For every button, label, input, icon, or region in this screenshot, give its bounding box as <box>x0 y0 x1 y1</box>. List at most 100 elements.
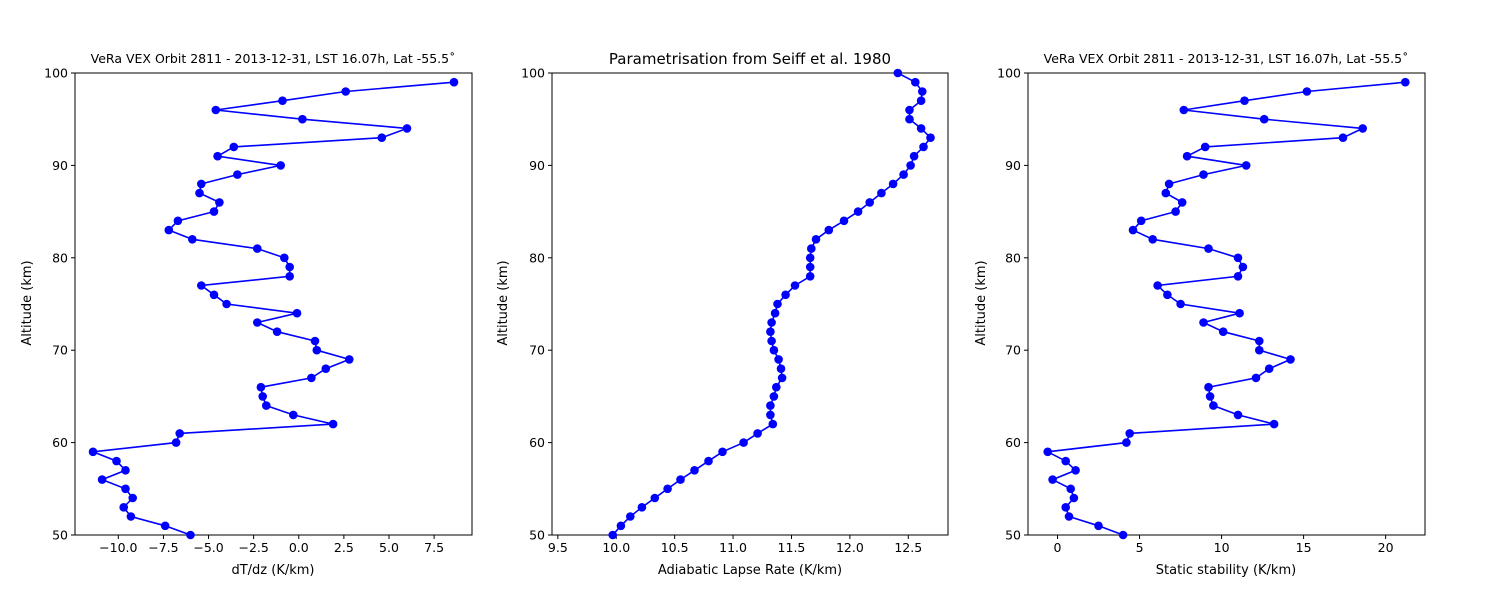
data-point <box>119 503 128 512</box>
y-tick-label: 90 <box>52 158 68 173</box>
data-point <box>767 336 776 346</box>
data-point <box>1358 124 1367 133</box>
data-point <box>1259 114 1269 124</box>
data-point <box>1235 308 1244 318</box>
data-point <box>905 105 914 115</box>
plot-frame <box>1027 72 1426 536</box>
data-point <box>307 373 316 383</box>
x-tick-label: 10.5 <box>661 540 689 555</box>
data-point <box>1241 161 1251 170</box>
data-point <box>650 493 660 503</box>
data-point <box>211 105 221 115</box>
data-point <box>449 77 459 87</box>
x-tick-label: 9.5 <box>548 540 568 555</box>
data-point <box>97 475 107 484</box>
data-point <box>345 355 354 364</box>
data-point <box>1269 419 1279 429</box>
data-point <box>1043 447 1052 457</box>
data-point <box>893 68 903 78</box>
data-point <box>1233 272 1243 281</box>
chart-title: Parametrisation from Seiff et al. 1980 <box>609 50 891 68</box>
data-point <box>164 225 174 235</box>
data-point <box>1401 77 1410 87</box>
data-point <box>1255 345 1264 355</box>
y-tick-label: 80 <box>529 250 545 265</box>
data-point <box>899 170 908 179</box>
data-point <box>1071 466 1080 475</box>
y-tick-label: 60 <box>52 435 68 450</box>
data-point <box>805 262 815 272</box>
data-point <box>121 466 130 475</box>
data-point <box>1204 382 1213 392</box>
data-point <box>312 345 322 355</box>
data-point <box>278 96 287 105</box>
data-point <box>310 336 320 346</box>
data-point <box>769 345 779 355</box>
data-point <box>252 244 262 253</box>
y-tick-label: 80 <box>52 250 68 265</box>
data-point <box>616 521 626 531</box>
data-point <box>1182 151 1192 161</box>
data-point <box>188 235 197 244</box>
data-point <box>328 419 338 429</box>
data-point <box>1161 188 1171 198</box>
data-point <box>128 493 137 503</box>
data-point <box>285 262 295 272</box>
y-axis-label: Altitude (km) <box>20 260 35 345</box>
y-tick-label: 90 <box>529 158 545 173</box>
x-tick-label: 15 <box>1296 540 1312 555</box>
data-point <box>1136 216 1146 226</box>
plot-frame <box>74 72 473 536</box>
data-point <box>753 429 762 438</box>
data-point <box>1209 401 1218 410</box>
panel-dtdz: VeRa VEX Orbit 2811 - 2013-12-31, LST 16… <box>20 51 473 578</box>
x-axis-label: Static stability (K/km) <box>1156 563 1296 578</box>
data-point <box>766 410 775 420</box>
data-point <box>88 447 98 457</box>
x-axis-label: Adiabatic Lapse Rate (K/km) <box>658 563 842 578</box>
x-tick-label: 2.5 <box>334 540 354 555</box>
data-point <box>256 382 266 392</box>
data-point <box>285 272 295 281</box>
data-point <box>1164 179 1174 189</box>
data-point <box>289 410 298 420</box>
data-point <box>777 373 787 383</box>
data-point <box>663 484 672 494</box>
data-point <box>805 253 815 263</box>
data-point <box>1199 170 1208 179</box>
data-point <box>772 382 781 392</box>
data-point <box>341 87 351 96</box>
data-point <box>766 327 775 337</box>
data-point <box>1179 105 1189 115</box>
data-point <box>776 364 786 374</box>
x-tick-label: −5.0 <box>193 540 223 555</box>
x-tick-label: 0.0 <box>289 540 309 555</box>
data-point <box>911 77 920 87</box>
data-point <box>774 355 783 364</box>
data-point <box>171 438 181 447</box>
y-tick-label: 60 <box>529 435 545 450</box>
data-point <box>1233 410 1243 420</box>
data-point <box>824 225 834 235</box>
data-point <box>1338 133 1348 142</box>
data-point <box>1233 253 1243 263</box>
data-point <box>790 281 800 290</box>
data-point <box>839 216 849 226</box>
data-point <box>888 179 898 189</box>
data-point <box>1238 262 1248 272</box>
data-point <box>768 419 778 429</box>
data-point <box>377 133 387 142</box>
data-point <box>919 142 928 152</box>
data-point <box>1153 281 1162 290</box>
data-point <box>1064 512 1074 521</box>
chart-title: VeRa VEX Orbit 2811 - 2013-12-31, LST 16… <box>91 51 456 66</box>
data-point <box>215 198 224 207</box>
data-point <box>1286 355 1295 364</box>
data-point <box>402 124 412 133</box>
data-point <box>229 142 239 152</box>
data-point <box>853 207 863 216</box>
data-point <box>1218 327 1228 337</box>
y-axis-label: Altitude (km) <box>974 260 989 345</box>
x-tick-label: −2.5 <box>238 540 268 555</box>
